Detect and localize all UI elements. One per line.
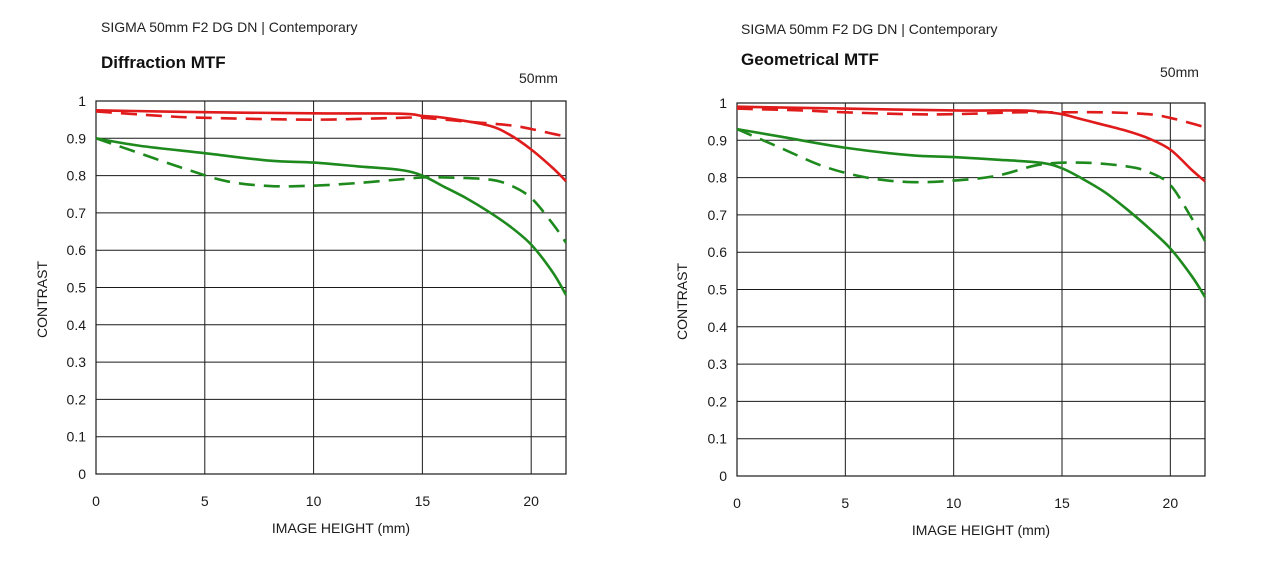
chart-title: Diffraction MTF <box>101 53 226 72</box>
x-tick-label: 0 <box>92 493 100 509</box>
x-tick-label: 15 <box>1054 495 1070 511</box>
diffraction-mtf-panel: SIGMA 50mm F2 DG DN | Contemporary Diffr… <box>34 19 568 536</box>
y-tick-label: 0.1 <box>67 429 87 445</box>
y-tick-label: 1 <box>719 95 727 111</box>
y-tick-label: 0.9 <box>67 130 87 146</box>
y-tick-label: 0.8 <box>708 170 728 186</box>
y-tick-label: 0.2 <box>708 393 728 409</box>
x-tick-label: 20 <box>523 493 539 509</box>
series-line <box>736 107 1206 129</box>
y-tick-label: 0 <box>78 466 86 482</box>
series-line <box>95 137 568 244</box>
series-line <box>736 127 1207 242</box>
y-tick-label: 0.5 <box>67 280 87 296</box>
series-line <box>95 137 568 296</box>
x-axis-label: IMAGE HEIGHT (mm) <box>912 522 1050 538</box>
y-tick-label: 0.5 <box>708 282 728 298</box>
x-tick-label: 10 <box>306 493 322 509</box>
lens-subtitle: SIGMA 50mm F2 DG DN | Contemporary <box>741 21 998 37</box>
x-tick-label: 5 <box>201 493 209 509</box>
y-tick-label: 0.6 <box>67 242 87 258</box>
y-tick-label: 0.4 <box>708 319 728 335</box>
geometrical-mtf-chart: 00.10.20.30.40.50.60.70.80.910 5 10 15 20IMA… <box>674 95 1207 538</box>
y-tick-label: 0 <box>719 468 727 484</box>
focal-length-label: 50mm <box>519 70 558 86</box>
lens-subtitle: SIGMA 50mm F2 DG DN | Contemporary <box>101 19 358 35</box>
x-axis-label: IMAGE HEIGHT (mm) <box>272 520 410 536</box>
y-tick-label: 0.7 <box>708 207 728 223</box>
series-line <box>736 105 1206 183</box>
y-tick-label: 0.1 <box>708 431 728 447</box>
y-tick-label: 0.3 <box>708 356 728 372</box>
series-line <box>95 110 567 138</box>
x-tick-label: 15 <box>415 493 431 509</box>
geometrical-mtf-panel: SIGMA 50mm F2 DG DN | Contemporary Geome… <box>640 0 1280 576</box>
plot-frame <box>95 100 567 475</box>
plot-frame <box>736 102 1206 477</box>
x-tick-label: 5 <box>841 495 849 511</box>
chart-title: Geometrical MTF <box>741 50 879 69</box>
y-tick-label: 0.9 <box>708 132 728 148</box>
x-tick-label: 10 <box>946 495 962 511</box>
x-tick-label: 20 <box>1163 495 1179 511</box>
series-line <box>95 109 567 183</box>
y-tick-label: 0.3 <box>67 354 87 370</box>
y-axis-label: CONTRAST <box>34 261 50 338</box>
y-tick-label: 0.6 <box>708 244 728 260</box>
y-tick-label: 0.8 <box>67 168 87 184</box>
series-line <box>736 127 1207 298</box>
y-axis-label: CONTRAST <box>674 263 690 340</box>
x-tick-label: 0 <box>733 495 741 511</box>
focal-length-label: 50mm <box>1160 64 1199 80</box>
y-tick-label: 1 <box>78 93 86 109</box>
diffraction-mtf-chart: 00.10.20.30.40.50.60.70.80.910 5 10 15 20IMA… <box>34 93 568 536</box>
y-tick-label: 0.7 <box>67 205 87 221</box>
y-tick-label: 0.4 <box>67 317 87 333</box>
y-tick-label: 0.2 <box>67 391 87 407</box>
